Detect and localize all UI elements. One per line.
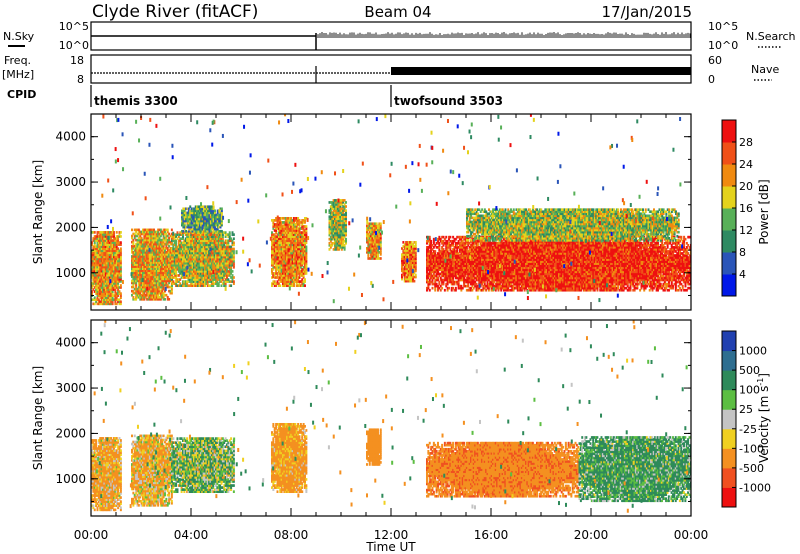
power-cell [221, 230, 223, 233]
power-cell [415, 274, 417, 277]
power-cell [221, 207, 223, 210]
power-cell [429, 236, 431, 239]
power-cell [233, 241, 235, 244]
power-cell [345, 238, 347, 241]
station-title: Clyde River (fitACF) [92, 2, 258, 22]
power-cell [380, 222, 382, 225]
power-cell [230, 284, 232, 287]
power-cell [433, 238, 435, 241]
freq-trace [91, 66, 691, 83]
beam-title: Beam 04 [364, 3, 431, 21]
power-cell [120, 235, 122, 238]
nsearch-label: N.Search [746, 30, 796, 43]
freq-unit: [MHz] [2, 68, 34, 81]
nsky-tick-bottom: 10^0 [59, 39, 89, 52]
power-cell [434, 250, 436, 253]
freq-tick-bottom: 8 [77, 73, 84, 86]
power-cell [233, 276, 235, 279]
power-cell [120, 284, 122, 287]
power-cell [171, 229, 173, 232]
power-cell [345, 205, 347, 208]
power-cell [305, 246, 307, 249]
cpid-row: themis 3300 twofsound 3503 [91, 85, 503, 108]
power-cell [304, 284, 306, 287]
power-cell [233, 280, 235, 283]
power-cell [233, 237, 235, 240]
power-cell [345, 201, 347, 204]
power-cell [279, 284, 281, 287]
nsearch-tick-bottom: 10^0 [708, 39, 738, 52]
cpid-program-0: themis 3300 [94, 94, 178, 108]
power-cell [380, 257, 382, 260]
date-title: 17/Jan/2015 [602, 3, 693, 21]
freq-tick-top: 18 [70, 54, 84, 67]
power-cell [185, 230, 187, 233]
power-cell [229, 231, 231, 234]
power-cell [113, 231, 115, 234]
power-cell [233, 233, 235, 236]
power-cell [432, 287, 434, 290]
power-cell [120, 231, 122, 234]
nave-label: Nave [751, 63, 779, 76]
power-cell [304, 278, 306, 281]
power-cell [305, 225, 307, 228]
power-cell [214, 210, 216, 213]
nave-tick-top: 60 [708, 54, 722, 67]
cpid-label: CPID [7, 88, 36, 101]
power-cell [168, 298, 170, 301]
power-cell [233, 248, 235, 251]
radar-summary-plot: Clyde River (fitACF) Beam 04 17/Jan/2015… [0, 0, 800, 554]
power-cell [116, 231, 118, 234]
power-cell [413, 280, 415, 283]
power-cell [164, 298, 166, 301]
power-cell [120, 300, 122, 303]
power-cell [415, 241, 417, 244]
freq-label: Freq. [4, 54, 31, 67]
freq-trace-twofsound [391, 67, 691, 75]
nave-tick-bottom: 0 [708, 73, 715, 86]
power-cell [345, 209, 347, 212]
power-cell [430, 240, 432, 243]
power-cell [94, 231, 96, 234]
cpid-program-1: twofsound 3503 [394, 94, 503, 108]
power-cell [120, 241, 122, 244]
nsky-trace [91, 32, 690, 50]
power-cell [120, 247, 122, 250]
power-cell [167, 229, 169, 232]
power-echo-map [91, 112, 693, 305]
nsky-tick-top: 10^5 [59, 20, 89, 33]
nsky-label: N.Sky [3, 30, 35, 43]
nsearch-tick-top: 10^5 [708, 20, 738, 33]
power-cell [213, 205, 215, 208]
power-cell [429, 289, 431, 292]
power-cell [131, 229, 133, 232]
power-cell [232, 270, 234, 273]
power-cell [120, 292, 122, 295]
